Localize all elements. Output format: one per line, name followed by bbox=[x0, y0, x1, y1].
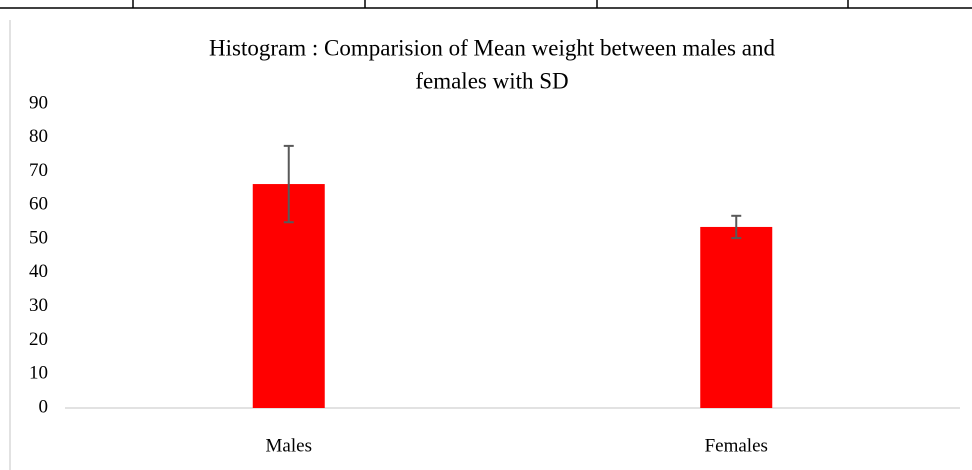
y-tick-label: 50 bbox=[29, 227, 48, 248]
error-bar bbox=[731, 214, 742, 240]
y-tick-label: 80 bbox=[29, 126, 48, 147]
x-tick-label: Females bbox=[705, 435, 768, 456]
y-tick-label: 40 bbox=[29, 261, 48, 282]
y-tick-label: 20 bbox=[29, 329, 48, 350]
bar bbox=[700, 226, 773, 408]
y-tick-label: 0 bbox=[39, 396, 49, 417]
chart-title: Histogram : Comparision of Mean weight b… bbox=[209, 35, 775, 60]
table-border bbox=[0, 0, 972, 9]
chart-title: females with SD bbox=[415, 68, 568, 93]
x-tick-label: Males bbox=[266, 435, 312, 456]
error-bar bbox=[283, 144, 294, 224]
y-tick-label: 10 bbox=[29, 363, 48, 384]
y-tick-label: 60 bbox=[29, 194, 48, 215]
y-tick-label: 30 bbox=[29, 295, 48, 316]
y-tick-label: 90 bbox=[29, 92, 48, 113]
y-tick-label: 70 bbox=[29, 160, 48, 181]
